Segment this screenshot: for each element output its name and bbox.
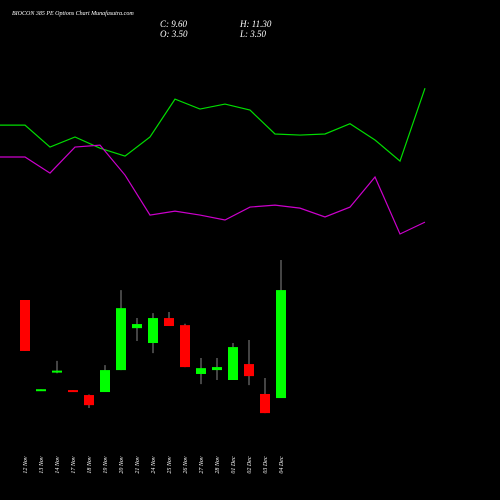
candle-body [68, 390, 78, 393]
x-tick-label: 04 Dec [278, 456, 285, 473]
candle-body [52, 370, 62, 373]
x-tick-label: 17 Nov [71, 456, 77, 474]
close-label: C: 9.60 [160, 19, 188, 29]
x-tick-label: 26 Nov [183, 456, 189, 474]
x-tick-label: 25 Nov [167, 456, 173, 474]
x-tick-label: 02 Dec [247, 456, 253, 473]
x-tick-label: 03 Dec [263, 456, 269, 473]
x-tick-label: 01 Dec [231, 456, 237, 473]
candle-body [100, 370, 110, 393]
x-tick-label: 19 Nov [103, 456, 109, 474]
candle-body [244, 364, 254, 377]
x-tick-label: 24 Nov [150, 456, 157, 474]
open-label: O: 3.50 [160, 29, 188, 39]
candle-body [36, 389, 46, 392]
candle-body [180, 325, 190, 368]
x-tick-label: 13 Nov [39, 456, 45, 474]
x-tick-label: 20 Nov [119, 456, 125, 474]
candle-body [148, 318, 158, 344]
candle-body [228, 347, 238, 380]
candle-body [20, 300, 30, 351]
indicator-line [0, 87, 426, 163]
indicator-line [0, 144, 426, 235]
x-tick-label: 14 Nov [54, 456, 61, 474]
candle-body [116, 308, 126, 371]
high-label: H: 11.30 [239, 19, 272, 29]
candle-body [276, 290, 286, 399]
x-tick-label: 18 Nov [87, 456, 93, 474]
candle-body [212, 367, 222, 371]
chart-title: BIOCON 385 PE Options Chart Munafasutra.… [12, 10, 134, 17]
candle-body [84, 395, 94, 406]
candle-body [164, 318, 174, 327]
x-tick-label: 12 Nov [23, 456, 29, 474]
candle-body [132, 324, 142, 329]
x-tick-label: 28 Nov [215, 456, 221, 474]
candle-body [260, 393, 270, 414]
low-label: L: 3.50 [239, 29, 267, 39]
x-tick-label: 21 Nov [135, 456, 141, 474]
x-tick-label: 27 Nov [199, 456, 205, 474]
candle-body [196, 368, 206, 374]
